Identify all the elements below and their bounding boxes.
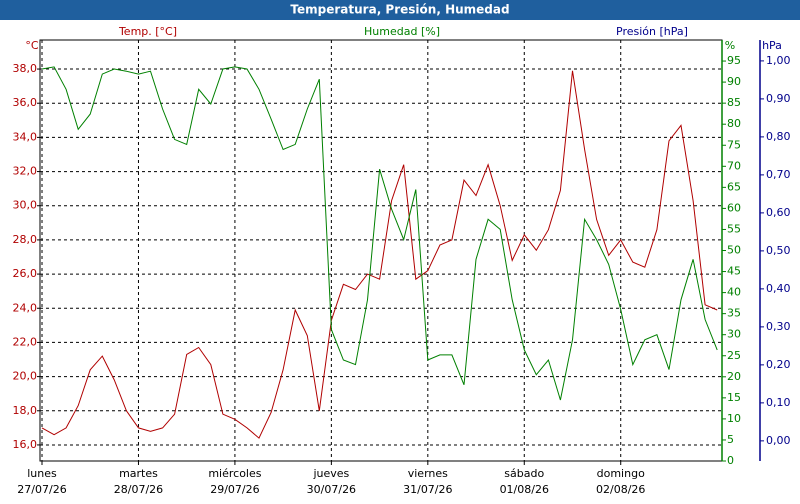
x-tick-label: 28/07/26 [114, 483, 163, 496]
y2-tick-label: 30 [727, 328, 741, 341]
y3-unit: hPa [762, 39, 782, 52]
x-tick-label: 27/07/26 [17, 483, 66, 496]
series-line [41, 66, 718, 401]
y3-tick-label: 0,40 [766, 282, 791, 295]
y2-tick-label: 40 [727, 286, 741, 299]
x-tick-label: sábado [504, 467, 544, 480]
y3-tick-label: 0,50 [766, 244, 791, 257]
x-tick-label: martes [119, 467, 158, 480]
y3-tick-label: 1,00 [766, 54, 791, 67]
y2-tick-label: 5 [727, 433, 734, 446]
y3-tick-label: 0,20 [766, 358, 791, 371]
series-line [41, 70, 718, 439]
y-tick-label: 16,0 [13, 438, 38, 451]
y-tick-label: 24,0 [13, 301, 38, 314]
y3-tick-label: 0,10 [766, 396, 791, 409]
y2-tick-label: 20 [727, 370, 741, 383]
x-tick-label: 31/07/26 [403, 483, 452, 496]
y2-tick-label: 55 [727, 222, 741, 235]
y2-tick-label: 10 [727, 412, 741, 425]
y2-tick-label: 65 [727, 180, 741, 193]
y2-tick-label: 85 [727, 96, 741, 109]
x-tick-label: miércoles [208, 467, 261, 480]
y2-tick-label: 25 [727, 349, 741, 362]
y3-tick-label: 0,60 [766, 206, 791, 219]
y3-tick-label: 0,30 [766, 320, 791, 333]
x-tick-label: 29/07/26 [210, 483, 259, 496]
y2-tick-label: 0 [727, 454, 734, 467]
y2-tick-label: 35 [727, 307, 741, 320]
chart-title: Temperatura, Presión, Humedad [290, 3, 509, 17]
title-bar [0, 0, 800, 20]
y2-tick-label: 90 [727, 75, 741, 88]
y3-tick-label: 0,70 [766, 168, 791, 181]
x-tick-label: jueves [312, 467, 349, 480]
y2-unit: % [725, 39, 735, 52]
x-tick-label: lunes [27, 467, 57, 480]
y-unit: °C [25, 39, 39, 52]
y-tick-label: 38,0 [13, 62, 38, 75]
x-tick-label: viernes [408, 467, 448, 480]
y2-tick-label: 45 [727, 265, 741, 278]
y2-tick-label: 15 [727, 391, 741, 404]
y-axis-label: Temp. [°C] [118, 25, 177, 38]
y-tick-label: 18,0 [13, 404, 38, 417]
x-tick-label: 02/08/26 [596, 483, 645, 496]
y2-axis-label: Humedad [%] [364, 25, 440, 38]
y2-tick-label: 70 [727, 159, 741, 172]
y-tick-label: 20,0 [13, 370, 38, 383]
y2-tick-label: 95 [727, 54, 741, 67]
y-tick-label: 36,0 [13, 96, 38, 109]
y3-axis-label: Presión [hPa] [616, 25, 688, 38]
y-tick-label: 28,0 [13, 233, 38, 246]
y2-tick-label: 75 [727, 138, 741, 151]
y-tick-label: 34,0 [13, 130, 38, 143]
y3-tick-label: 0,80 [766, 130, 791, 143]
x-tick-label: domingo [597, 467, 645, 480]
y2-tick-label: 50 [727, 244, 741, 257]
x-tick-label: 30/07/26 [307, 483, 356, 496]
y2-tick-label: 60 [727, 201, 741, 214]
y2-tick-label: 80 [727, 117, 741, 130]
y3-tick-label: 0,00 [766, 434, 791, 447]
y-tick-label: 22,0 [13, 335, 38, 348]
y-tick-label: 26,0 [13, 267, 38, 280]
x-tick-label: 01/08/26 [500, 483, 549, 496]
y-tick-label: 30,0 [13, 199, 38, 212]
y3-tick-label: 0,90 [766, 92, 791, 105]
y-tick-label: 32,0 [13, 165, 38, 178]
